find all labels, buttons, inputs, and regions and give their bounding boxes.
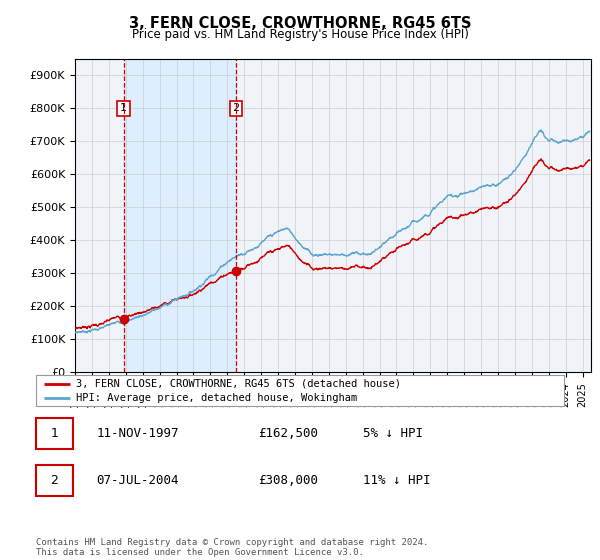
Text: 07-JUL-2004: 07-JUL-2004 [97, 474, 179, 487]
Bar [124, 59, 236, 372]
Text: 2: 2 [50, 474, 58, 487]
Text: £162,500: £162,500 [258, 427, 318, 440]
Text: HPI: Average price, detached house, Wokingham: HPI: Average price, detached house, Woki… [76, 393, 357, 403]
Text: 11% ↓ HPI: 11% ↓ HPI [364, 474, 431, 487]
Text: £308,000: £308,000 [258, 474, 318, 487]
Text: 1: 1 [50, 427, 58, 440]
Text: Contains HM Land Registry data © Crown copyright and database right 2024.
This d: Contains HM Land Registry data © Crown c… [36, 538, 428, 557]
Text: 1: 1 [120, 103, 127, 113]
Text: 2: 2 [232, 103, 239, 113]
Text: 3, FERN CLOSE, CROWTHORNE, RG45 6TS: 3, FERN CLOSE, CROWTHORNE, RG45 6TS [129, 16, 471, 31]
Text: 5% ↓ HPI: 5% ↓ HPI [364, 427, 424, 440]
Text: 3, FERN CLOSE, CROWTHORNE, RG45 6TS (detached house): 3, FERN CLOSE, CROWTHORNE, RG45 6TS (det… [76, 379, 401, 389]
FancyBboxPatch shape [36, 375, 564, 406]
FancyBboxPatch shape [36, 465, 73, 496]
Text: 11-NOV-1997: 11-NOV-1997 [97, 427, 179, 440]
Text: Price paid vs. HM Land Registry's House Price Index (HPI): Price paid vs. HM Land Registry's House … [131, 28, 469, 41]
FancyBboxPatch shape [36, 418, 73, 449]
